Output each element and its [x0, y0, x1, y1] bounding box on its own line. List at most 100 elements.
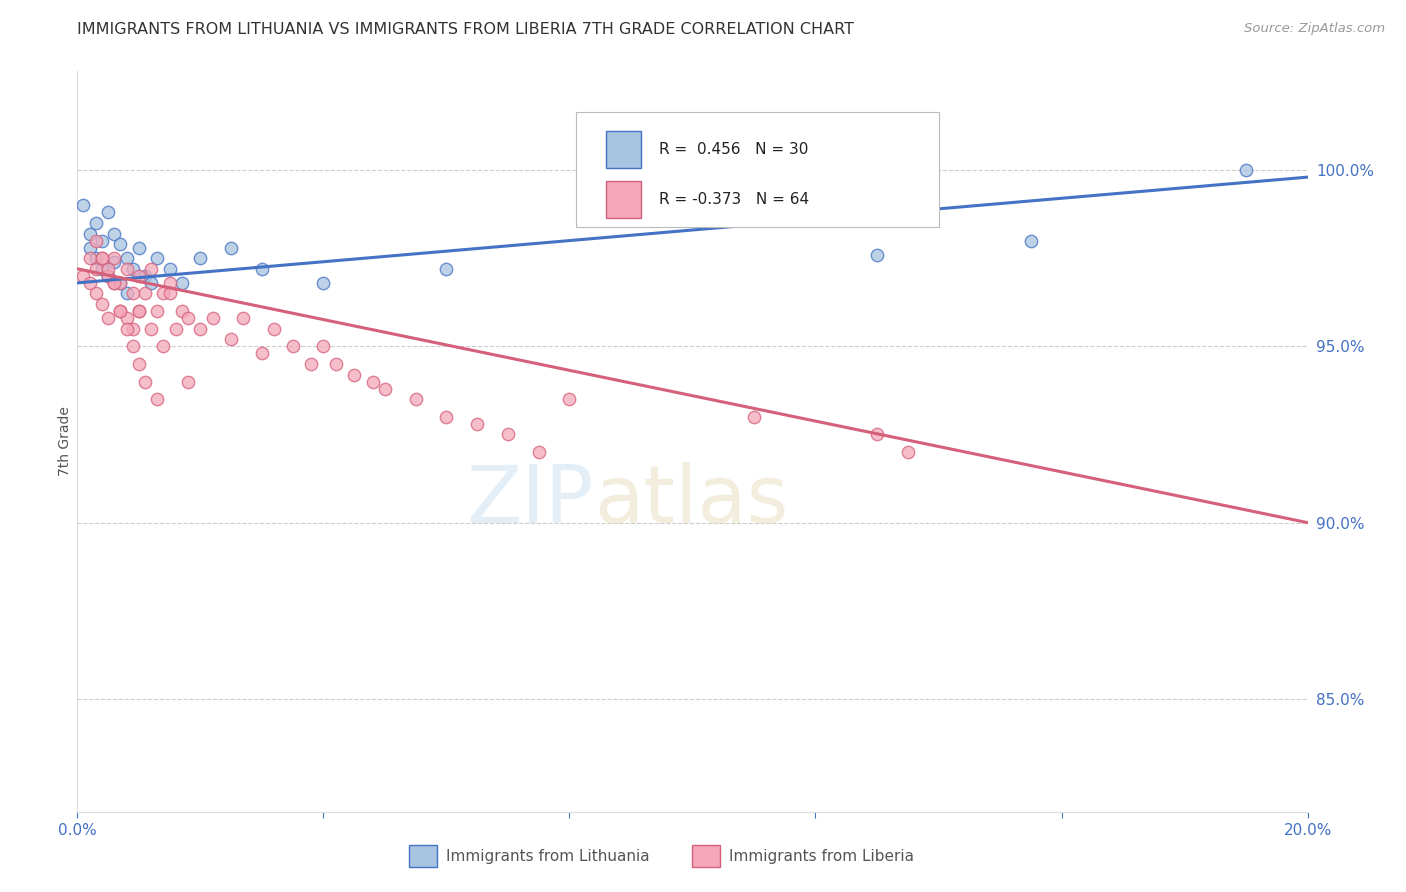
Point: [177, 311, 200, 326]
Point: [84, 251, 107, 265]
FancyBboxPatch shape: [606, 181, 641, 218]
Point: [188, 322, 212, 336]
Point: [177, 375, 200, 389]
Point: [72, 198, 94, 212]
Point: [159, 261, 181, 276]
Point: [141, 261, 163, 276]
Point: [97, 268, 120, 283]
Point: [90, 234, 114, 248]
Point: [866, 427, 889, 442]
Point: [115, 322, 138, 336]
Point: [141, 276, 163, 290]
Point: [558, 392, 581, 407]
Point: [90, 297, 114, 311]
Text: R = -0.373   N = 64: R = -0.373 N = 64: [659, 192, 810, 207]
Point: [146, 392, 169, 407]
Point: [312, 276, 335, 290]
Text: Immigrants from Liberia: Immigrants from Liberia: [730, 848, 914, 863]
Point: [84, 286, 107, 301]
Point: [527, 445, 550, 459]
Point: [465, 417, 488, 431]
Point: [141, 322, 163, 336]
Point: [90, 251, 114, 265]
Point: [128, 268, 150, 283]
Point: [165, 322, 187, 336]
Point: [146, 251, 169, 265]
Point: [159, 286, 181, 301]
FancyBboxPatch shape: [575, 112, 939, 227]
Point: [84, 216, 107, 230]
Point: [361, 375, 384, 389]
Point: [201, 311, 224, 326]
Point: [152, 286, 174, 301]
Point: [232, 311, 254, 326]
Text: Immigrants from Lithuania: Immigrants from Lithuania: [447, 848, 650, 863]
Point: [115, 261, 138, 276]
Point: [121, 322, 143, 336]
FancyBboxPatch shape: [409, 845, 437, 867]
Point: [110, 276, 132, 290]
Point: [159, 276, 181, 290]
Point: [110, 276, 132, 290]
Point: [134, 286, 156, 301]
Point: [115, 286, 138, 301]
Point: [1234, 163, 1257, 178]
Point: [84, 261, 107, 276]
Point: [103, 251, 125, 265]
Point: [152, 339, 174, 353]
Point: [103, 276, 125, 290]
Text: IMMIGRANTS FROM LITHUANIA VS IMMIGRANTS FROM LIBERIA 7TH GRADE CORRELATION CHART: IMMIGRANTS FROM LITHUANIA VS IMMIGRANTS …: [77, 22, 855, 37]
Point: [496, 427, 519, 442]
Point: [79, 251, 101, 265]
Point: [103, 254, 125, 268]
Point: [312, 339, 335, 353]
Point: [97, 268, 120, 283]
Point: [170, 304, 193, 318]
Point: [72, 268, 94, 283]
Point: [374, 382, 396, 396]
Point: [436, 409, 458, 424]
Point: [110, 304, 132, 318]
Point: [219, 332, 242, 346]
Point: [103, 276, 125, 290]
Point: [897, 445, 920, 459]
Point: [97, 311, 120, 326]
Point: [90, 261, 114, 276]
Point: [128, 357, 150, 371]
Point: [146, 304, 169, 318]
Point: [115, 311, 138, 326]
Point: [103, 227, 125, 241]
Text: R =  0.456   N = 30: R = 0.456 N = 30: [659, 142, 808, 157]
Point: [128, 304, 150, 318]
Point: [134, 375, 156, 389]
Point: [250, 261, 273, 276]
Point: [79, 241, 101, 255]
Point: [170, 276, 193, 290]
Point: [263, 322, 285, 336]
Point: [121, 339, 143, 353]
Point: [121, 286, 143, 301]
Point: [219, 241, 242, 255]
Point: [866, 248, 889, 262]
Y-axis label: 7th Grade: 7th Grade: [58, 407, 72, 476]
Point: [343, 368, 366, 382]
Point: [84, 234, 107, 248]
Text: ZIP: ZIP: [467, 462, 595, 540]
Point: [325, 357, 347, 371]
Point: [250, 346, 273, 360]
Text: atlas: atlas: [595, 462, 789, 540]
Point: [121, 261, 143, 276]
Point: [405, 392, 427, 407]
Point: [115, 251, 138, 265]
FancyBboxPatch shape: [606, 130, 641, 168]
Point: [128, 304, 150, 318]
Point: [436, 261, 458, 276]
Point: [281, 339, 304, 353]
Point: [128, 241, 150, 255]
Point: [79, 227, 101, 241]
Point: [97, 205, 120, 219]
Point: [742, 409, 765, 424]
FancyBboxPatch shape: [693, 845, 720, 867]
Point: [90, 251, 114, 265]
Point: [188, 251, 212, 265]
